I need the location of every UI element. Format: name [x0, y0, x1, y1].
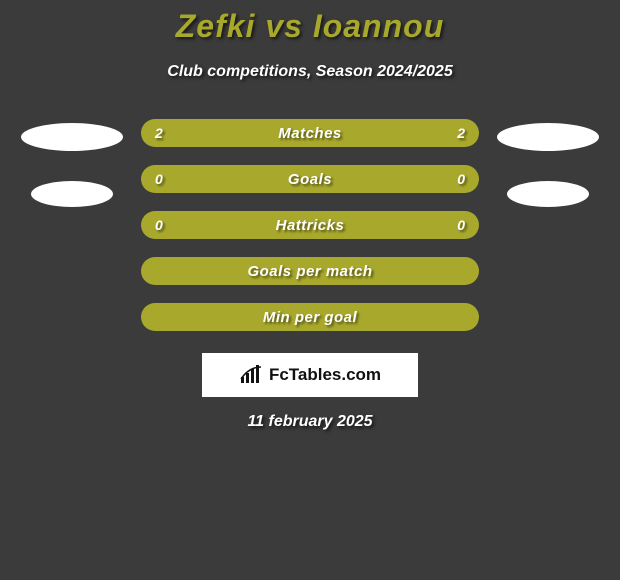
comparison-date: 11 february 2025: [0, 413, 620, 431]
source-logo: FcTables.com: [202, 353, 418, 397]
stat-bars: 2 Matches 2 0 Goals 0 0 Hattricks 0 Goal…: [141, 119, 479, 331]
player-right-avatar-2: [507, 181, 589, 207]
stat-value-left: 2: [155, 125, 163, 141]
stat-bar-goals: 0 Goals 0: [141, 165, 479, 193]
player-left-avatars: [21, 119, 123, 207]
comparison-card: Zefki vs Ioannou Club competitions, Seas…: [0, 0, 620, 431]
comparison-title: Zefki vs Ioannou: [0, 8, 620, 45]
stat-bar-matches: 2 Matches 2: [141, 119, 479, 147]
stats-area: 2 Matches 2 0 Goals 0 0 Hattricks 0 Goal…: [0, 119, 620, 331]
comparison-subtitle: Club competitions, Season 2024/2025: [0, 63, 620, 81]
stat-label: Matches: [278, 125, 342, 142]
player-left-avatar-2: [31, 181, 113, 207]
stat-label: Min per goal: [263, 309, 357, 326]
stat-bar-min-per-goal: Min per goal: [141, 303, 479, 331]
stat-bar-hattricks: 0 Hattricks 0: [141, 211, 479, 239]
stat-bar-goals-per-match: Goals per match: [141, 257, 479, 285]
stat-value-right: 0: [457, 217, 465, 233]
player-left-avatar-1: [21, 123, 123, 151]
stat-value-right: 2: [457, 125, 465, 141]
stat-label: Goals: [288, 171, 332, 188]
source-logo-text: FcTables.com: [269, 365, 381, 385]
stat-label: Goals per match: [247, 263, 372, 280]
stat-value-right: 0: [457, 171, 465, 187]
stat-label: Hattricks: [276, 217, 345, 234]
player-right-avatar-1: [497, 123, 599, 151]
chart-bars-icon: [239, 365, 265, 385]
stat-value-left: 0: [155, 171, 163, 187]
player-right-avatars: [497, 119, 599, 207]
stat-value-left: 0: [155, 217, 163, 233]
